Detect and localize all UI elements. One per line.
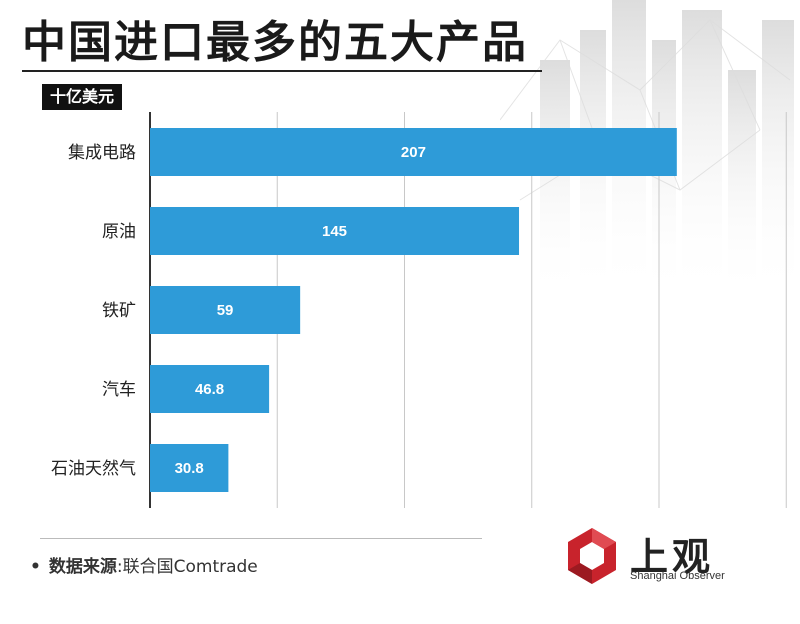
bar-value-label: 59 bbox=[217, 302, 234, 319]
bar bbox=[150, 365, 270, 413]
source-bullet: • bbox=[30, 557, 41, 577]
category-label: 铁矿 bbox=[102, 301, 136, 321]
bar-value-label: 30.8 bbox=[175, 460, 204, 477]
title-divider bbox=[22, 70, 542, 72]
category-label: 集成电路 bbox=[68, 143, 136, 163]
bar-value-label: 46.8 bbox=[195, 381, 224, 398]
logo-name-en: Shanghai Observer bbox=[630, 570, 725, 582]
source-note: • 数据来源:联合国Comtrade bbox=[30, 552, 258, 577]
source-divider bbox=[40, 538, 482, 539]
bar bbox=[150, 128, 677, 176]
shanghai-observer-logo-icon bbox=[568, 528, 616, 584]
unit-badge: 十亿美元 bbox=[42, 84, 123, 110]
logo-name-cn: 上观 bbox=[630, 534, 715, 579]
bar bbox=[150, 286, 301, 334]
source-separator: : bbox=[116, 557, 123, 577]
source-label: 数据来源 bbox=[48, 557, 117, 577]
source-text: 联合国Comtrade bbox=[122, 557, 258, 577]
bar-value-label: 207 bbox=[401, 144, 426, 161]
category-label: 石油天然气 bbox=[51, 459, 136, 479]
bar bbox=[150, 444, 229, 492]
category-label: 原油 bbox=[102, 222, 136, 242]
bar-value-label: 145 bbox=[322, 223, 347, 240]
page-title: 中国进口最多的五大产品 bbox=[22, 17, 528, 68]
category-label: 汽车 bbox=[102, 380, 136, 400]
bar bbox=[150, 207, 520, 255]
